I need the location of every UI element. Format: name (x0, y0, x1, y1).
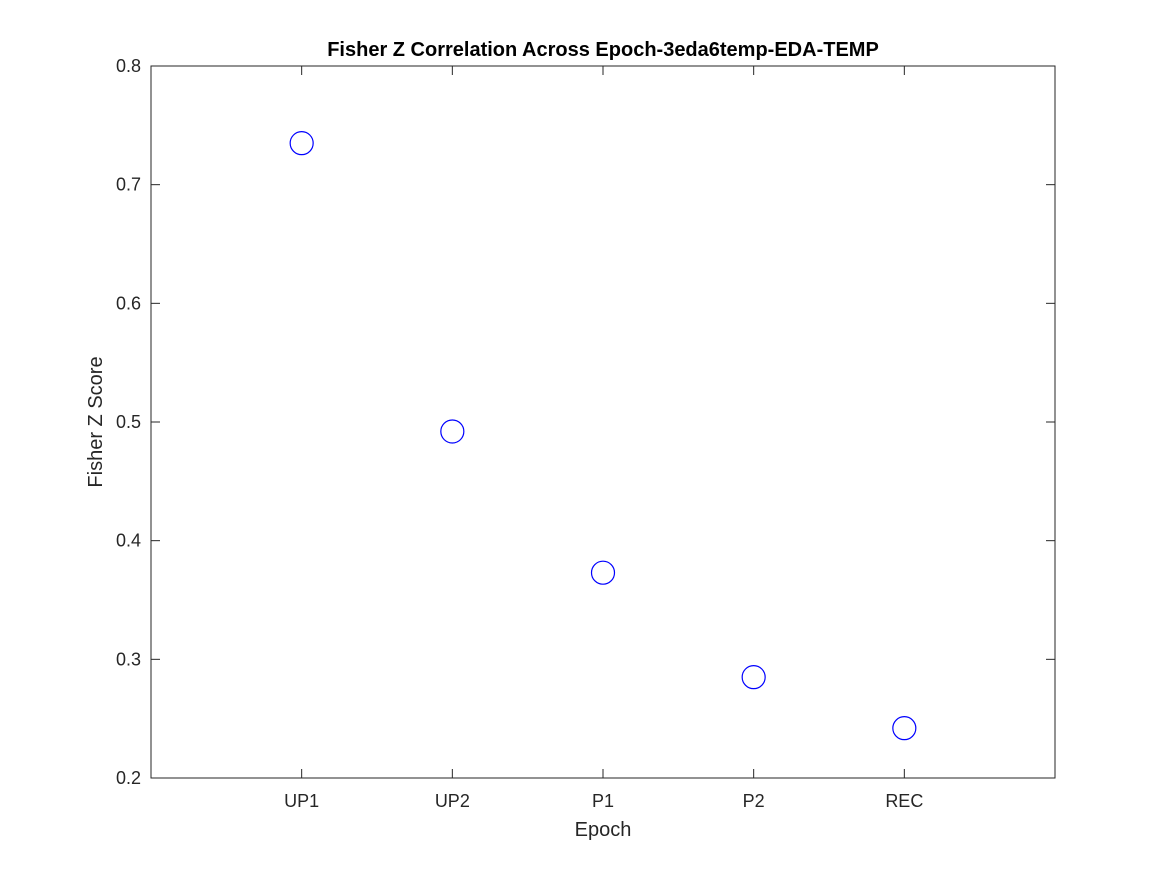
chart-title: Fisher Z Correlation Across Epoch-3eda6t… (327, 39, 879, 61)
y-tick-label: 0.4 (116, 531, 141, 551)
x-tick-label: UP2 (435, 791, 470, 811)
x-tick-label: UP1 (284, 791, 319, 811)
x-tick-label: P1 (592, 791, 614, 811)
y-tick-label: 0.3 (116, 649, 141, 669)
x-tick-label: REC (885, 791, 923, 811)
y-tick-label: 0.6 (116, 293, 141, 313)
data-point-marker (590, 560, 616, 585)
data-point-marker (289, 131, 314, 156)
data-point-marker (741, 665, 766, 690)
data-markers (289, 131, 917, 741)
y-tick-label: 0.2 (116, 768, 141, 788)
data-point-marker (892, 716, 917, 741)
x-tick-label: P2 (743, 791, 765, 811)
y-tick-label: 0.7 (116, 175, 141, 195)
y-tick-label: 0.5 (116, 412, 141, 432)
x-axis-ticks: UP1 UP2 P1 P2 REC (284, 66, 923, 811)
y-axis-ticks: 0.2 0.3 0.4 0.5 0.6 0.7 0.8 (116, 56, 1055, 788)
data-point-marker (440, 419, 465, 444)
axes-box (150, 65, 1056, 779)
y-axis-label: Fisher Z Score (85, 356, 107, 487)
plot-area: 0.2 0.3 0.4 0.5 0.6 0.7 0.8 UP1 UP2 P1 P2 REC (116, 56, 1056, 811)
x-axis-label: Epoch (575, 819, 632, 841)
y-tick-label: 0.8 (116, 56, 141, 76)
